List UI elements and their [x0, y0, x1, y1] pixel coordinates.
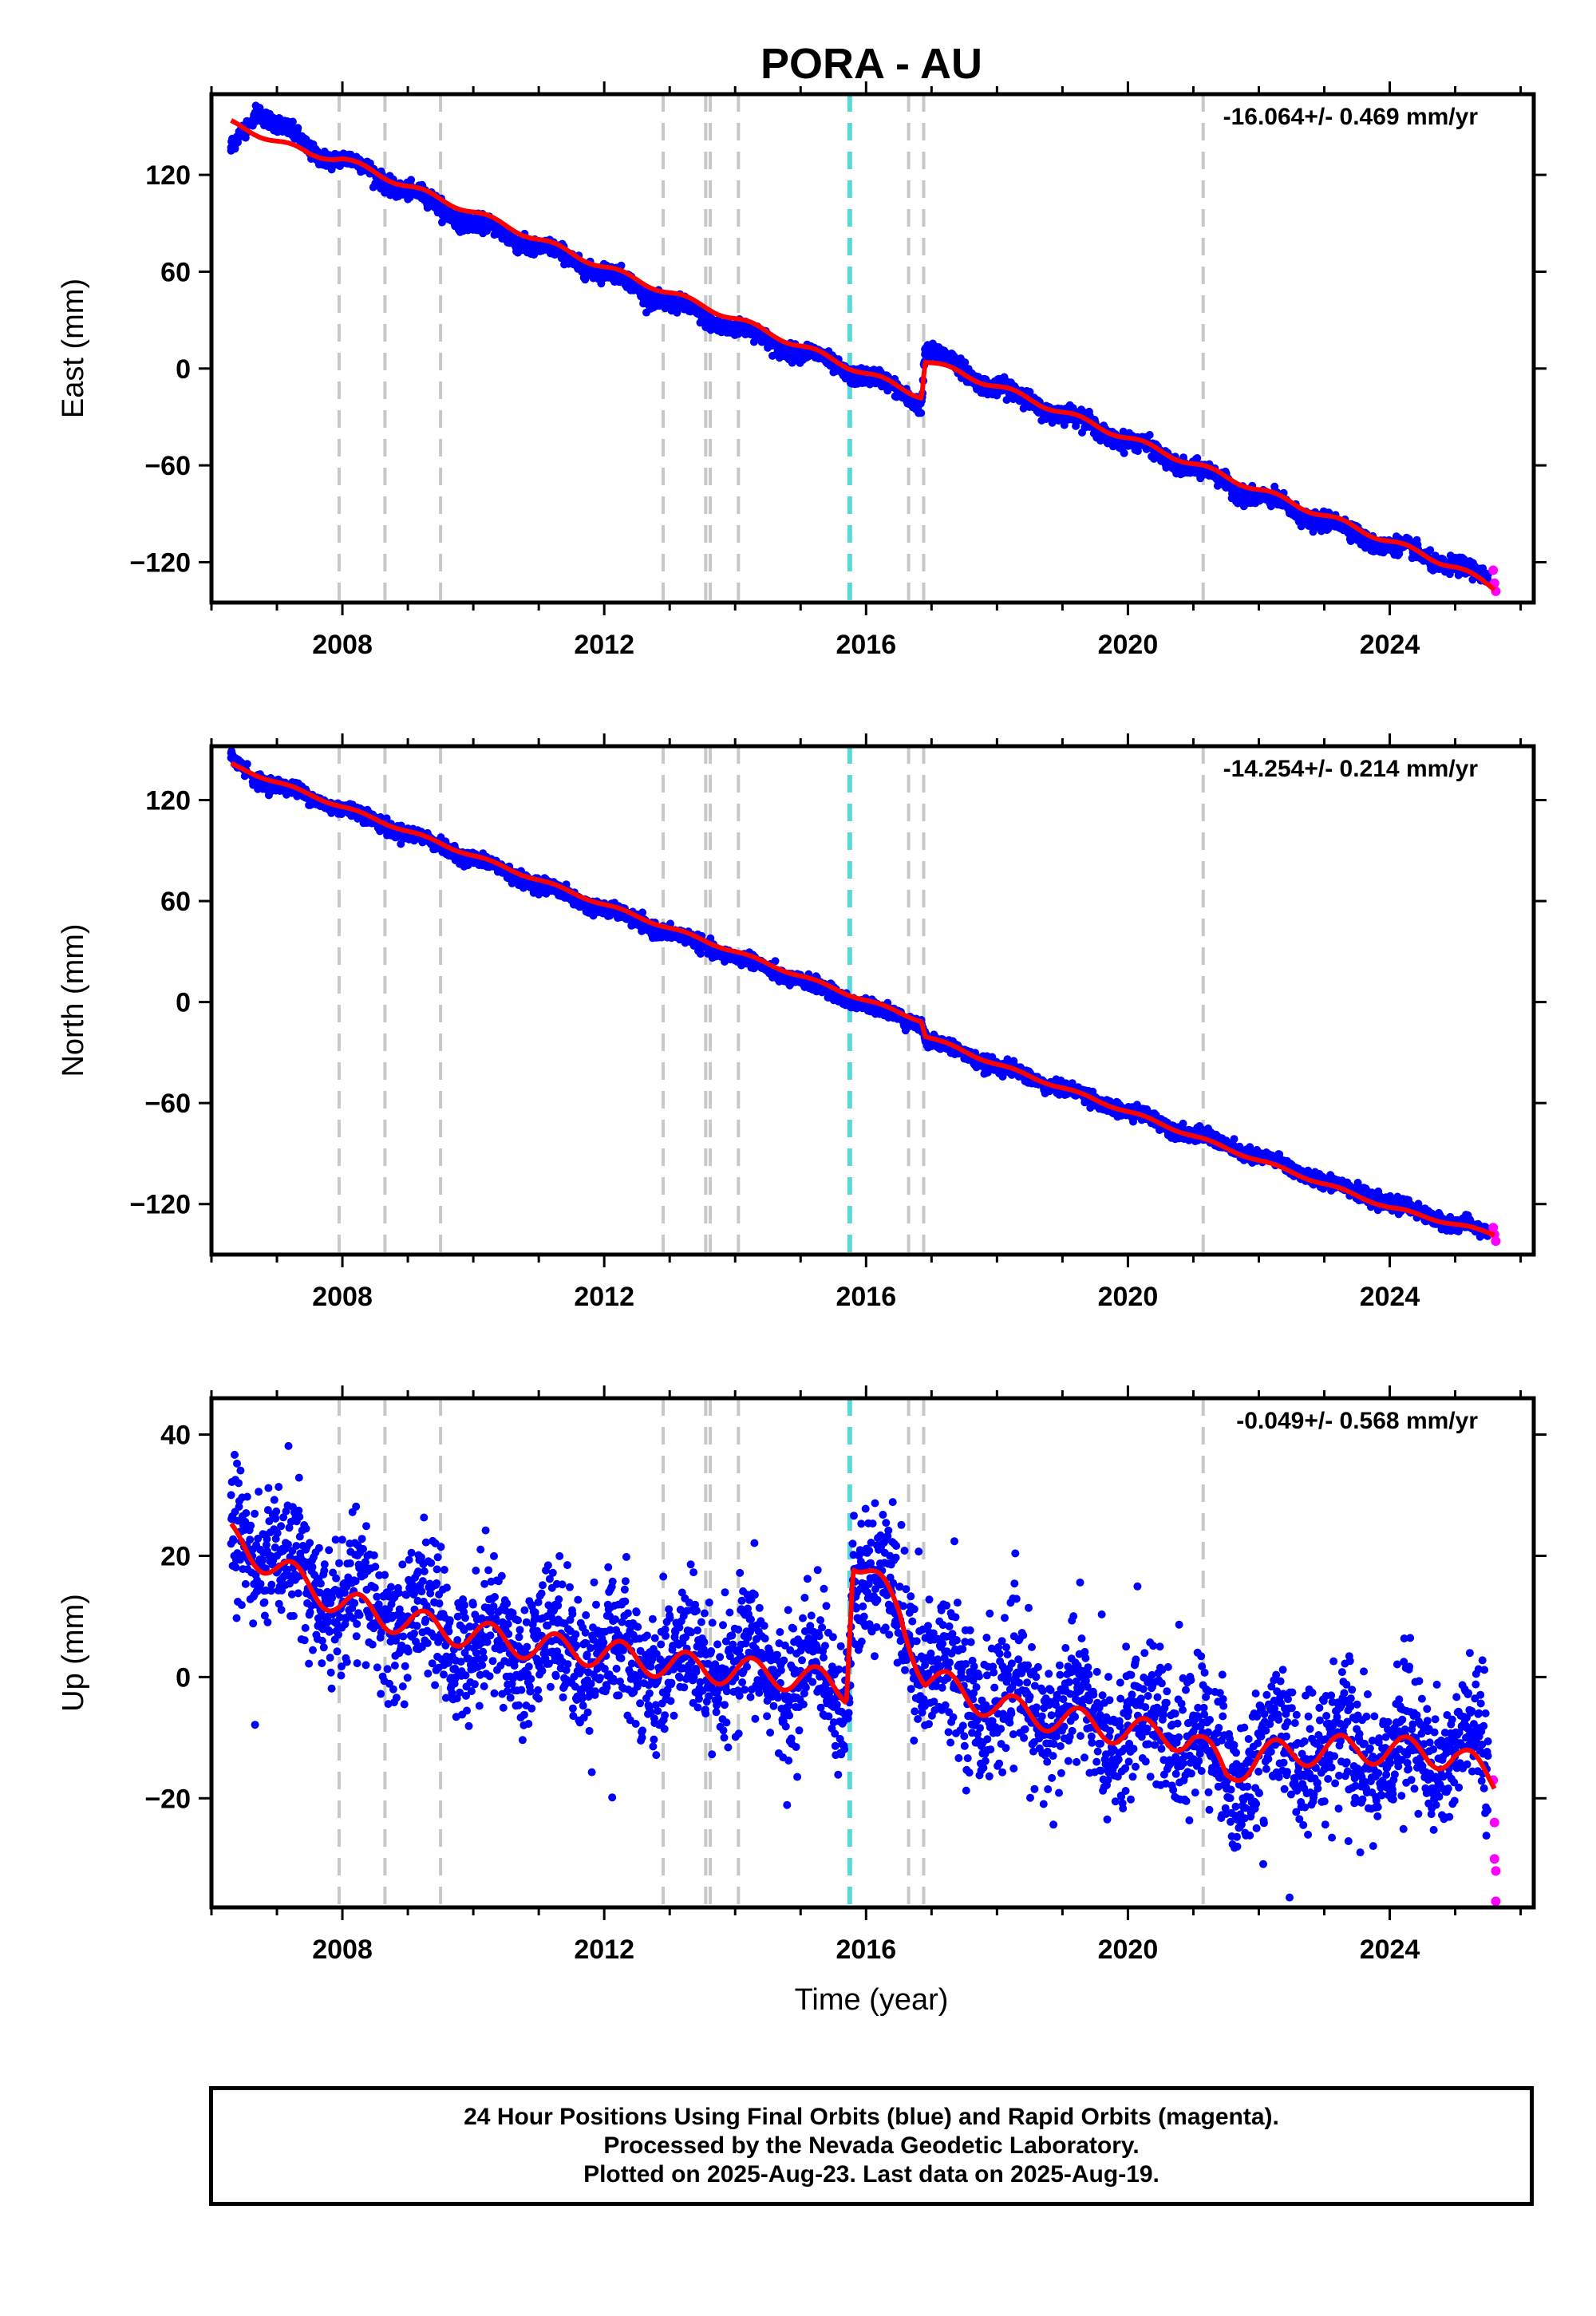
- final-orbit-point: [1145, 431, 1154, 439]
- final-orbit-point: [407, 176, 416, 184]
- final-orbit-point: [1002, 396, 1011, 405]
- final-orbit-sample-point: [535, 243, 543, 252]
- chart-title: PORA - AU: [760, 40, 982, 88]
- final-orbit-point: [288, 117, 297, 126]
- final-orbit-point: [917, 409, 926, 417]
- x-tick-label: 2020: [1098, 630, 1159, 660]
- final-orbit-sample-point: [666, 299, 674, 308]
- final-orbit-sample-point: [1189, 464, 1198, 473]
- plot-area: [227, 94, 1501, 603]
- rapid-orbit-point: [1488, 565, 1499, 575]
- panel-east: 2008 2012 2016 2020 2024 −120 −60 0 60 120 East (m…: [57, 81, 1547, 660]
- final-orbit-sample-point: [1320, 517, 1329, 526]
- final-orbit-point: [1193, 454, 1202, 462]
- final-orbit-point: [1395, 549, 1404, 558]
- x-tick-label: 2024: [1360, 630, 1420, 660]
- velocity-label: -16.064+/- 0.469 mm/yr: [1223, 104, 1479, 130]
- final-orbit-sample-point: [1385, 542, 1394, 551]
- final-orbit-point: [1025, 388, 1034, 396]
- x-tick-label: 2008: [312, 630, 373, 660]
- y-tick-label: 60: [160, 257, 191, 287]
- final-orbit-sample-point: [731, 324, 740, 333]
- final-orbit-point: [1426, 546, 1435, 555]
- y-tick-label: 0: [176, 354, 191, 385]
- final-orbit-point: [961, 358, 970, 367]
- final-orbit-point: [243, 760, 251, 769]
- y-tick-label: −120: [129, 547, 191, 578]
- final-orbit-point: [749, 338, 758, 346]
- y-tick-label: −60: [144, 451, 191, 481]
- final-orbit-point: [673, 308, 681, 317]
- final-orbit-sample-point: [921, 345, 930, 354]
- final-orbit-point: [294, 124, 302, 132]
- x-tick-label: 2016: [836, 630, 896, 660]
- panels: 2008 2012 2016 2020 2024 −120 −60 0 60 120 East (m…: [57, 81, 1547, 1965]
- plot-area: [227, 746, 1501, 1255]
- y-tick-label: 120: [145, 160, 191, 191]
- final-orbit-sample-point: [227, 146, 235, 155]
- final-orbit-point: [581, 275, 590, 284]
- final-orbit-sample-point: [253, 103, 262, 112]
- final-orbit-points: [227, 101, 1492, 586]
- final-orbit-sample-point: [796, 348, 805, 357]
- final-orbit-point: [1120, 449, 1128, 457]
- final-orbit-points: [227, 747, 1492, 1241]
- final-orbit-point: [438, 218, 446, 227]
- final-orbit-sample-point: [600, 267, 609, 276]
- y-axis-label: East (mm): [57, 279, 90, 418]
- model-line: [230, 118, 1496, 592]
- x-tick-label: 2012: [574, 630, 634, 660]
- final-orbit-sample-point: [469, 219, 478, 227]
- final-orbit-point: [382, 814, 391, 823]
- final-orbit-sample-point: [404, 187, 413, 196]
- final-orbit-sample-point: [1254, 493, 1263, 502]
- plot-frame: [209, 92, 1536, 605]
